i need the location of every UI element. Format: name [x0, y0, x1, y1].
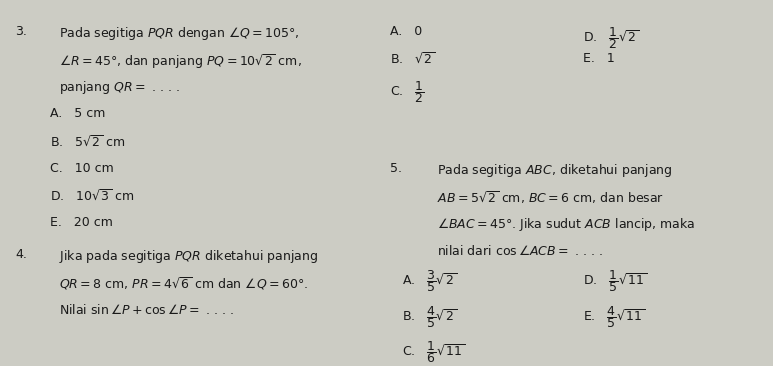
- Text: panjang $QR =$ . . . .: panjang $QR =$ . . . .: [60, 79, 180, 97]
- Text: B.   $\dfrac{4}{5}\sqrt{2}$: B. $\dfrac{4}{5}\sqrt{2}$: [402, 304, 457, 330]
- Text: A.   $\dfrac{3}{5}\sqrt{2}$: A. $\dfrac{3}{5}\sqrt{2}$: [402, 268, 457, 294]
- Text: 3.: 3.: [15, 25, 27, 38]
- Text: E.   20 cm: E. 20 cm: [50, 216, 113, 229]
- Text: $QR = 8$ cm, $PR = 4\sqrt{6}$ cm dan $\angle Q = 60°$.: $QR = 8$ cm, $PR = 4\sqrt{6}$ cm dan $\a…: [60, 276, 308, 292]
- Text: A.   5 cm: A. 5 cm: [50, 107, 105, 120]
- Text: D.   $10\sqrt{3}$ cm: D. $10\sqrt{3}$ cm: [50, 189, 135, 204]
- Text: 5.: 5.: [390, 161, 403, 175]
- Text: D.   $\dfrac{1}{2}\sqrt{2}$: D. $\dfrac{1}{2}\sqrt{2}$: [583, 25, 639, 51]
- Text: Nilai $\sin \angle P + \cos \angle P =$ . . . .: Nilai $\sin \angle P + \cos \angle P =$ …: [60, 303, 234, 317]
- Text: 4.: 4.: [15, 248, 27, 261]
- Text: Jika pada segitiga $PQR$ diketahui panjang: Jika pada segitiga $PQR$ diketahui panja…: [60, 248, 318, 265]
- Text: A.   0: A. 0: [390, 25, 423, 38]
- Text: B.   $5\sqrt{2}$ cm: B. $5\sqrt{2}$ cm: [50, 134, 125, 149]
- Text: C.   $\dfrac{1}{6}\sqrt{11}$: C. $\dfrac{1}{6}\sqrt{11}$: [402, 339, 465, 365]
- Text: E.   $\dfrac{4}{5}\sqrt{11}$: E. $\dfrac{4}{5}\sqrt{11}$: [583, 304, 645, 330]
- Text: C.   10 cm: C. 10 cm: [50, 161, 114, 175]
- Text: nilai dari $\cos \angle ACB =$ . . . .: nilai dari $\cos \angle ACB =$ . . . .: [437, 244, 603, 258]
- Text: D.   $\dfrac{1}{5}\sqrt{11}$: D. $\dfrac{1}{5}\sqrt{11}$: [583, 268, 647, 294]
- Text: Pada segitiga $ABC$, diketahui panjang: Pada segitiga $ABC$, diketahui panjang: [437, 161, 673, 179]
- Text: $\angle R = 45°$, dan panjang $PQ = 10\sqrt{2}$ cm,: $\angle R = 45°$, dan panjang $PQ = 10\s…: [60, 52, 302, 71]
- Text: $AB = 5\sqrt{2}$ cm, $BC = 6$ cm, dan besar: $AB = 5\sqrt{2}$ cm, $BC = 6$ cm, dan be…: [437, 189, 664, 206]
- Text: B.   $\sqrt{2}$: B. $\sqrt{2}$: [390, 52, 436, 67]
- Text: E.   1: E. 1: [583, 52, 615, 65]
- Text: Pada segitiga $PQR$ dengan $\angle Q = 105°$,: Pada segitiga $PQR$ dengan $\angle Q = 1…: [60, 25, 300, 42]
- Text: C.   $\dfrac{1}{2}$: C. $\dfrac{1}{2}$: [390, 79, 425, 105]
- Text: $\angle BAC = 45°$. Jika sudut $ACB$ lancip, maka: $\angle BAC = 45°$. Jika sudut $ACB$ lan…: [437, 216, 695, 233]
